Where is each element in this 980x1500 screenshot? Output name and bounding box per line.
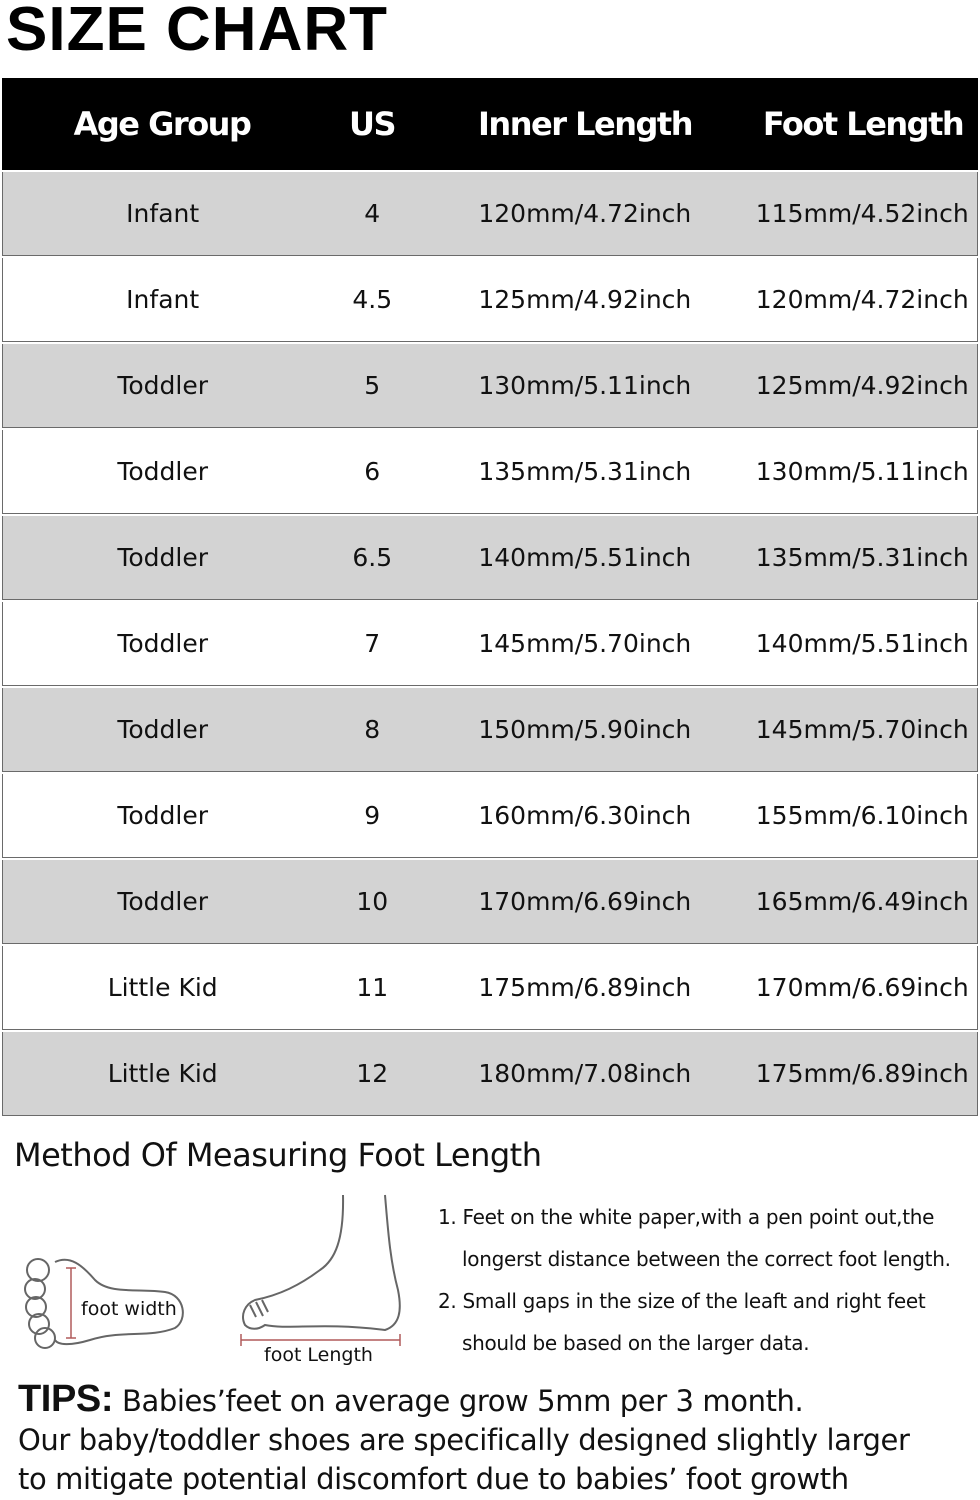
cell-foot-length: 145mm/5.70inch — [755, 715, 969, 744]
cell-us-size: 9 — [364, 801, 381, 830]
cell-inner-length: 150mm/5.90inch — [478, 715, 692, 744]
foot-length-label: foot Length — [264, 1344, 373, 1366]
cell-age-group: Toddler — [117, 715, 208, 744]
header-age-group: Age Group — [73, 105, 252, 143]
cell-inner-length: 140mm/5.51inch — [478, 543, 692, 572]
header-inner-length: Inner Length — [478, 105, 693, 143]
cell-foot-length: 115mm/4.52inch — [755, 199, 969, 228]
cell-us-size: 4 — [364, 199, 381, 228]
cell-foot-length: 135mm/5.31inch — [755, 543, 969, 572]
cell-inner-length: 180mm/7.08inch — [478, 1059, 692, 1088]
cell-age-group: Toddler — [117, 543, 208, 572]
note-line: should be based on the larger data. — [462, 1331, 810, 1355]
table-row: Infant 4 120mm/4.72inch 115mm/4.52inch — [2, 172, 978, 256]
foot-side-view-icon — [242, 1194, 401, 1332]
foot-length-measure-icon — [240, 1334, 401, 1346]
size-table: Age Group US Inner Length Foot Length In… — [2, 78, 978, 1116]
tips-line: Our baby/toddler shoes are specifically … — [18, 1423, 910, 1457]
table-row: Toddler 7 145mm/5.70inch 140mm/5.51inch — [2, 602, 978, 686]
cell-foot-length: 120mm/4.72inch — [755, 285, 969, 314]
cell-inner-length: 120mm/4.72inch — [478, 199, 692, 228]
cell-inner-length: 170mm/6.69inch — [478, 887, 692, 916]
cell-inner-length: 145mm/5.70inch — [478, 629, 692, 658]
table-row: Toddler 8 150mm/5.90inch 145mm/5.70inch — [2, 688, 978, 772]
foot-diagram — [24, 1194, 401, 1349]
cell-age-group: Toddler — [117, 887, 208, 916]
cell-us-size: 5 — [364, 371, 381, 400]
cell-foot-length: 125mm/4.92inch — [755, 371, 969, 400]
cell-foot-length: 165mm/6.49inch — [755, 887, 969, 916]
table-row: Toddler 10 170mm/6.69inch 165mm/6.49inch — [2, 860, 978, 944]
cell-foot-length: 130mm/5.11inch — [755, 457, 969, 486]
cell-inner-length: 125mm/4.92inch — [478, 285, 692, 314]
cell-us-size: 6 — [364, 457, 381, 486]
cell-us-size: 12 — [356, 1059, 389, 1088]
page-title: SIZE CHART — [6, 0, 388, 64]
note-line: 2. Small gaps in the size of the leaft a… — [438, 1289, 926, 1313]
cell-inner-length: 160mm/6.30inch — [478, 801, 692, 830]
cell-age-group: Toddler — [117, 629, 208, 658]
cell-us-size: 6.5 — [352, 543, 393, 572]
table-row: Toddler 5 130mm/5.11inch 125mm/4.92inch — [2, 344, 978, 428]
cell-us-size: 7 — [364, 629, 381, 658]
cell-us-size: 4.5 — [352, 285, 393, 314]
table-row: Infant 4.5 125mm/4.92inch 120mm/4.72inch — [2, 258, 978, 342]
table-row: Little Kid 12 180mm/7.08inch 175mm/6.89inch — [2, 1032, 978, 1116]
table-row: Toddler 9 160mm/6.30inch 155mm/6.10inch — [2, 774, 978, 858]
cell-age-group: Toddler — [117, 457, 208, 486]
header-foot-length: Foot Length — [762, 105, 965, 143]
tips-line: to mitigate potential discomfort due to … — [18, 1462, 849, 1496]
header-us: US — [348, 105, 397, 143]
cell-foot-length: 170mm/6.69inch — [755, 973, 969, 1002]
cell-foot-length: 140mm/5.51inch — [755, 629, 969, 658]
foot-width-label: foot width — [81, 1298, 177, 1320]
note-line: longerst distance between the correct fo… — [462, 1247, 951, 1271]
table-row: Little Kid 11 175mm/6.89inch 170mm/6.69inch — [2, 946, 978, 1030]
cell-age-group: Infant — [126, 199, 200, 228]
foot-top-view-icon — [24, 1258, 184, 1349]
cell-inner-length: 175mm/6.89inch — [478, 973, 692, 1002]
cell-age-group: Toddler — [117, 801, 208, 830]
foot-width-measure-icon — [66, 1267, 76, 1339]
cell-inner-length: 135mm/5.31inch — [478, 457, 692, 486]
cell-us-size: 11 — [356, 973, 389, 1002]
cell-us-size: 8 — [364, 715, 381, 744]
tips-line: Babies’feet on average grow 5mm per 3 mo… — [121, 1384, 804, 1418]
cell-us-size: 10 — [356, 887, 389, 916]
cell-foot-length: 175mm/6.89inch — [755, 1059, 969, 1088]
table-row: Toddler 6.5 140mm/5.51inch 135mm/5.31inch — [2, 516, 978, 600]
method-title: Method Of Measuring Foot Length — [14, 1136, 542, 1174]
note-line: 1. Feet on the white paper,with a pen po… — [438, 1205, 935, 1229]
measuring-notes: 1. Feet on the white paper,with a pen po… — [438, 1196, 951, 1364]
tips-label: TIPS: — [18, 1378, 114, 1420]
cell-foot-length: 155mm/6.10inch — [755, 801, 969, 830]
tips-section: TIPS: Babies’feet on average grow 5mm pe… — [18, 1378, 910, 1499]
cell-age-group: Little Kid — [107, 1059, 218, 1088]
cell-age-group: Toddler — [117, 371, 208, 400]
cell-age-group: Little Kid — [107, 973, 218, 1002]
cell-age-group: Infant — [126, 285, 200, 314]
table-header: Age Group US Inner Length Foot Length — [2, 78, 978, 170]
cell-inner-length: 130mm/5.11inch — [478, 371, 692, 400]
table-row: Toddler 6 135mm/5.31inch 130mm/5.11inch — [2, 430, 978, 514]
